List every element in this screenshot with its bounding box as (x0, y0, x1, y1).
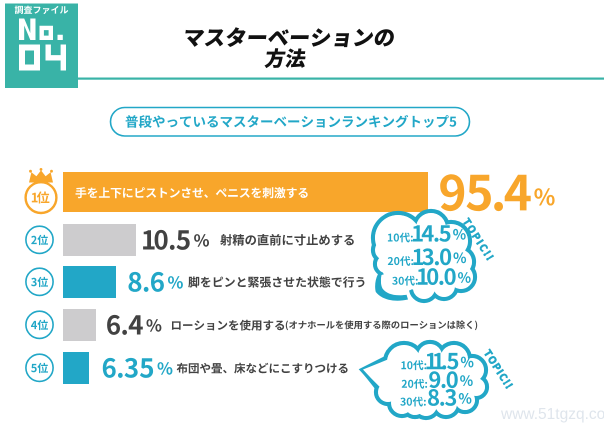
svg-text:www.51tgzq.com: www.51tgzq.com (500, 406, 604, 423)
